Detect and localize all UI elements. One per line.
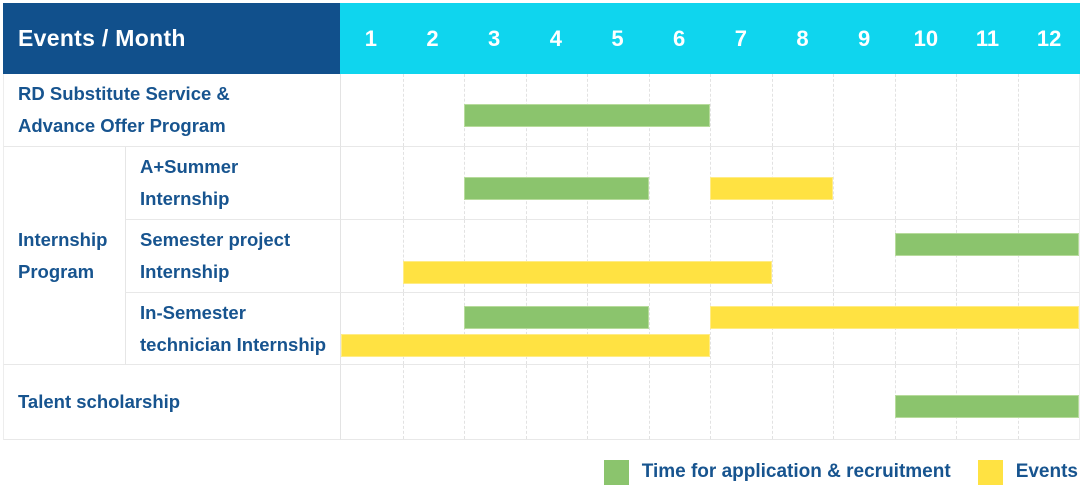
month-gridline xyxy=(833,74,834,146)
events-bar xyxy=(402,261,772,284)
gantt-row-talent-scholarship xyxy=(340,365,1080,440)
row-label-text: Semester project Internship xyxy=(140,229,291,282)
row-label-in-semester-technician: In-Semester technician Internship xyxy=(125,293,340,365)
month-gridline xyxy=(833,220,834,292)
events-bar xyxy=(341,334,710,357)
month-gridline xyxy=(402,147,404,219)
month-gridline xyxy=(710,74,711,146)
month-gridline xyxy=(956,147,957,219)
month-gridline xyxy=(894,220,896,292)
month-gridline xyxy=(402,74,404,146)
recruitment-bar xyxy=(464,306,649,329)
month-gridline xyxy=(833,147,834,219)
recruitment-bar xyxy=(894,395,1079,418)
month-gridline xyxy=(833,365,834,439)
month-label: 11 xyxy=(975,25,1000,51)
month-label: 6 xyxy=(673,25,686,51)
month-gridline xyxy=(894,147,896,219)
legend-label-recruitment: Time for application & recruitment xyxy=(641,461,951,482)
month-gridline xyxy=(587,365,588,439)
gantt-row-in-semester-technician xyxy=(340,293,1080,365)
month-gridline xyxy=(525,365,527,439)
gantt-row-a-plus-summer xyxy=(340,147,1080,220)
month-label: 5 xyxy=(611,25,624,51)
row-label-a-plus-summer: A+Summer Internship xyxy=(125,147,340,220)
gantt-row-rd-substitute xyxy=(340,74,1080,147)
legend-label-events: Events xyxy=(1015,461,1078,482)
month-gridline xyxy=(1017,147,1019,219)
month-label: 10 xyxy=(913,25,939,51)
month-gridline xyxy=(402,365,404,439)
month-gridline xyxy=(648,365,650,439)
month-gridline xyxy=(464,365,465,439)
month-label: 3 xyxy=(488,25,501,51)
month-label: 8 xyxy=(796,25,809,51)
month-gridline xyxy=(956,220,957,292)
month-gridline xyxy=(894,74,896,146)
row-label-text: A+Summer Internship xyxy=(140,156,239,209)
month-gridline xyxy=(648,147,650,219)
month-label: 9 xyxy=(858,25,871,51)
group-label-internship-program: Internship Program xyxy=(3,147,125,365)
month-gridline xyxy=(771,74,773,146)
month-label: 7 xyxy=(734,25,747,51)
events-bar xyxy=(710,306,1079,329)
month-gridline xyxy=(1017,220,1019,292)
month-header-row: 1 2 3 4 5 6 7 8 9 10 11 12 xyxy=(340,3,1080,74)
row-label-talent-scholarship: Talent scholarship xyxy=(3,365,340,440)
legend: Time for application & recruitment Event… xyxy=(603,456,1078,488)
group-label-text: Internship Program xyxy=(18,228,108,282)
row-label-semester-project: Semester project Internship xyxy=(125,220,340,293)
legend-swatch-recruitment-icon xyxy=(603,459,629,485)
table-header-cell: Events / Month xyxy=(3,3,340,74)
month-label: 1 xyxy=(364,25,377,51)
gantt-row-semester-project xyxy=(340,220,1080,293)
recruitment-bar xyxy=(894,233,1079,256)
month-label: 2 xyxy=(426,25,439,51)
month-label: 12 xyxy=(1036,25,1062,51)
row-label-text: In-Semester technician Internship xyxy=(140,301,327,355)
month-label: 4 xyxy=(549,25,562,51)
month-gridline xyxy=(771,365,773,439)
gantt-schedule-table: Events / Month 1 2 3 4 5 6 7 8 9 10 11 12 RD Substi… xyxy=(3,3,1080,440)
legend-swatch-events-icon xyxy=(977,459,1003,485)
month-gridline xyxy=(710,365,711,439)
row-label-rd-substitute: RD Substitute Service & Advance Offer Pr… xyxy=(3,74,340,147)
recruitment-bar xyxy=(464,177,649,200)
month-gridline xyxy=(956,74,957,146)
row-label-text: Talent scholarship xyxy=(18,391,181,412)
recruitment-bar xyxy=(464,104,710,127)
row-label-text: RD Substitute Service & Advance Offer Pr… xyxy=(18,83,230,136)
events-bar xyxy=(710,177,833,200)
month-gridline xyxy=(771,220,773,292)
month-gridline xyxy=(1017,74,1019,146)
table-title: Events / Month xyxy=(18,25,186,51)
